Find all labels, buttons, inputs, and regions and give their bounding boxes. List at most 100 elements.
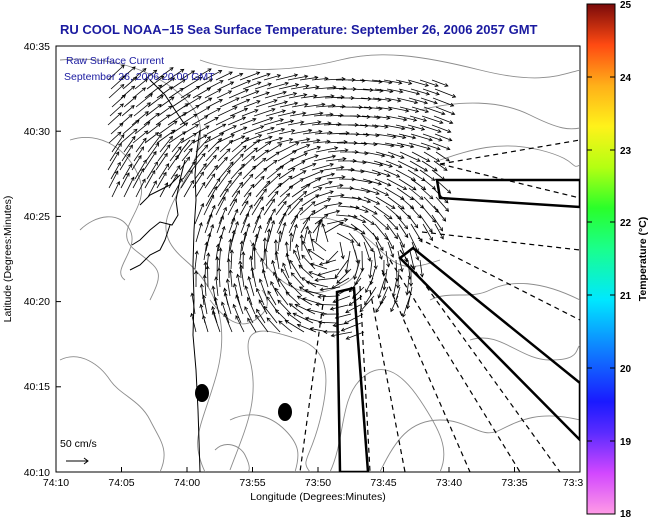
current-vector xyxy=(192,134,208,144)
current-vector xyxy=(398,178,417,191)
y-tick-labels: 40:35 40:30 40:25 40:20 40:15 40:10 xyxy=(24,41,50,479)
current-vector-head xyxy=(317,220,322,225)
current-vector xyxy=(421,160,438,172)
current-vector xyxy=(407,214,419,228)
current-vector-head xyxy=(340,255,345,260)
current-vector-head xyxy=(267,141,272,146)
current-vector-head xyxy=(378,79,383,84)
current-vector-head xyxy=(274,190,279,195)
current-vector xyxy=(251,196,264,216)
current-vector-head xyxy=(390,245,394,250)
current-vector xyxy=(215,196,226,216)
current-vector xyxy=(398,133,416,139)
current-vector xyxy=(191,153,206,171)
current-vector xyxy=(279,102,298,108)
current-vector xyxy=(122,76,137,90)
current-vector-head xyxy=(198,221,203,227)
current-vector xyxy=(180,85,200,99)
current-vector xyxy=(265,151,280,162)
current-vector xyxy=(216,170,231,189)
current-vector-head xyxy=(159,95,164,99)
current-vector xyxy=(383,124,405,130)
current-vector xyxy=(379,286,389,305)
current-vector xyxy=(216,90,232,99)
current-vector-head xyxy=(191,139,196,144)
current-vector xyxy=(411,196,424,209)
current-vector-head xyxy=(184,103,189,108)
current-vector-head xyxy=(154,132,160,136)
current-vector xyxy=(314,86,336,90)
current-vector-head xyxy=(304,288,309,293)
current-vector xyxy=(183,139,195,153)
current-vector xyxy=(229,190,240,207)
current-vector-head xyxy=(190,179,194,185)
current-vector xyxy=(264,173,281,189)
current-vector-head xyxy=(228,139,234,144)
current-vector-head xyxy=(266,228,271,233)
current-vector xyxy=(304,289,327,297)
current-vector xyxy=(300,177,321,189)
current-vector-head xyxy=(319,287,324,292)
current-vector xyxy=(227,198,237,216)
current-vector-head xyxy=(282,200,287,205)
current-vector xyxy=(204,173,216,189)
current-vector-head xyxy=(270,280,274,286)
current-vector xyxy=(378,277,386,299)
current-vector-head xyxy=(238,171,242,176)
current-vector-head xyxy=(323,205,329,209)
current-vector xyxy=(287,75,308,81)
current-vector xyxy=(248,276,255,297)
current-vector-head xyxy=(248,255,254,260)
current-vector xyxy=(251,243,254,261)
current-vector-head xyxy=(228,71,233,76)
current-vector xyxy=(108,131,122,144)
current-vector-head xyxy=(344,269,349,274)
current-vector xyxy=(434,223,444,240)
current-vector xyxy=(215,157,228,171)
current-vector xyxy=(170,165,181,180)
current-vector-head xyxy=(294,303,299,308)
current-vector xyxy=(363,151,385,157)
current-vector-head xyxy=(292,92,298,96)
current-vector-head xyxy=(263,248,268,253)
current-vector-head xyxy=(247,275,252,281)
current-vector xyxy=(277,278,291,297)
current-vector xyxy=(301,194,319,207)
current-vector-head xyxy=(263,305,268,310)
current-vector-head xyxy=(375,308,380,313)
current-vector xyxy=(171,137,184,153)
current-vector-head xyxy=(258,134,263,139)
colorbar-tick-label: 19 xyxy=(620,437,632,448)
current-vector xyxy=(317,268,340,276)
current-vector-head xyxy=(196,85,201,90)
current-vector-head xyxy=(257,224,262,230)
current-vector-head xyxy=(202,314,206,320)
current-vector-head xyxy=(379,162,384,167)
x-tick-label: 73:55 xyxy=(239,477,265,489)
current-vector xyxy=(107,64,125,81)
current-vector-head xyxy=(301,254,306,259)
current-vector-head xyxy=(271,208,276,213)
current-vector xyxy=(215,115,236,126)
current-vector xyxy=(143,151,157,171)
current-vector-head xyxy=(243,107,249,112)
current-vector-head xyxy=(428,228,433,233)
current-vector xyxy=(239,241,243,261)
current-vector xyxy=(168,174,178,189)
current-vector xyxy=(302,86,319,90)
current-vector-head xyxy=(202,294,207,299)
current-vector xyxy=(390,295,399,312)
colorbar-tick-label: 21 xyxy=(620,291,632,302)
current-vector-head xyxy=(227,90,233,95)
current-vector-head xyxy=(168,105,173,110)
current-vector-head xyxy=(235,97,240,102)
current-vector-head xyxy=(413,100,419,105)
current-vector-head xyxy=(341,175,346,180)
current-vector xyxy=(242,81,261,90)
current-vector xyxy=(395,79,412,85)
current-vector-head xyxy=(290,272,295,277)
current-vector xyxy=(267,183,282,198)
current-vector-head xyxy=(280,268,285,273)
current-vector xyxy=(132,130,148,144)
current-vector-head xyxy=(243,126,248,131)
